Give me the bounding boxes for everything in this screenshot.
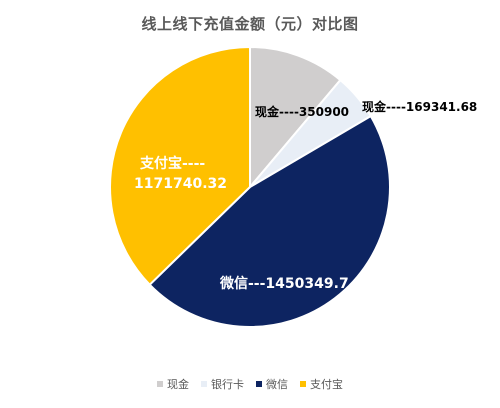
legend-label: 银行卡 (211, 378, 244, 391)
legend: 现金 银行卡 微信 支付宝 (0, 376, 500, 392)
slice-wechat (148, 114, 391, 328)
pie-slices (109, 45, 391, 328)
label-bank-card: 现金----169341.68 (362, 99, 477, 114)
legend-swatch (300, 381, 306, 387)
slice-alipay (109, 45, 251, 287)
legend-item-bank-card: 银行卡 (201, 376, 244, 392)
legend-label: 支付宝 (310, 378, 343, 391)
legend-label: 现金 (167, 378, 189, 391)
pie-labels: 现金----350900 现金----169341.68 微信---1450349.… (134, 99, 477, 292)
label-alipay: 支付宝----1171740.32 (134, 155, 227, 192)
legend-label: 微信 (266, 378, 288, 391)
legend-item-wechat: 微信 (256, 376, 288, 392)
legend-swatch (256, 381, 262, 387)
slice-cash (249, 45, 342, 190)
label-wechat: 微信---1450349.7 (219, 275, 349, 292)
legend-swatch (157, 381, 163, 387)
chart-title: 线上线下充值金额（元）对比图 (141, 15, 359, 33)
legend-swatch (201, 381, 207, 387)
legend-item-alipay: 支付宝 (300, 376, 343, 392)
legend-item-cash: 现金 (157, 376, 189, 392)
label-cash: 现金----350900 (255, 104, 349, 119)
